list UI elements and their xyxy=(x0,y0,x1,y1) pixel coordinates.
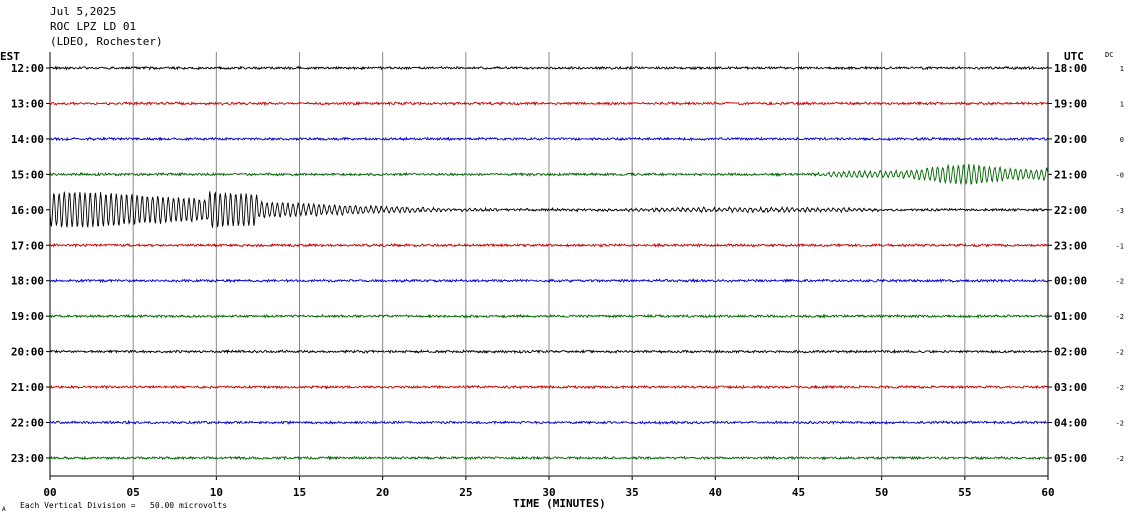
row-dc-value: -2 xyxy=(1116,313,1124,321)
trace-row-2000 xyxy=(49,348,1049,355)
row-label-est: 15:00 xyxy=(11,168,44,181)
x-tick-label: 25 xyxy=(459,486,472,499)
row-label-est: 16:00 xyxy=(11,204,44,217)
trace-row-1800 xyxy=(49,277,1049,284)
row-dc-value: 1 xyxy=(1120,65,1124,73)
row-dc-value: -2 xyxy=(1116,349,1124,357)
x-tick-label: 60 xyxy=(1041,486,1054,499)
x-tick-label: 35 xyxy=(626,486,639,499)
scale-note: Each Vertical Division = 50.00 microvolt… xyxy=(20,501,227,510)
row-label-utc: 20:00 xyxy=(1054,133,1087,146)
row-label-est: 19:00 xyxy=(11,310,44,323)
trace-row-1400 xyxy=(49,136,1049,142)
row-label-utc: 22:00 xyxy=(1054,204,1087,217)
x-tick-label: 45 xyxy=(792,486,805,499)
x-tick-label: 10 xyxy=(210,486,223,499)
chart-station: ROC LPZ LD 01 xyxy=(50,20,136,33)
corner-mark: A xyxy=(2,506,6,513)
row-label-est: 12:00 xyxy=(11,62,44,75)
right-axis-label: UTC xyxy=(1064,50,1084,63)
x-tick-label: 55 xyxy=(958,486,971,499)
row-label-est: 13:00 xyxy=(11,97,44,110)
x-tick-label: 30 xyxy=(542,486,555,499)
x-tick-label: 15 xyxy=(293,486,306,499)
row-label-est: 17:00 xyxy=(11,239,44,252)
row-label-utc: 18:00 xyxy=(1054,62,1087,75)
row-label-utc: 03:00 xyxy=(1054,381,1087,394)
chart-network: (LDEO, Rochester) xyxy=(50,35,163,48)
row-label-utc: 01:00 xyxy=(1054,310,1087,323)
x-tick-label: 05 xyxy=(127,486,140,499)
trace-row-2200 xyxy=(49,419,1049,426)
trace-row-1300 xyxy=(49,100,1049,107)
row-label-utc: 04:00 xyxy=(1054,417,1087,430)
row-label-est: 20:00 xyxy=(11,346,44,359)
row-label-utc: 21:00 xyxy=(1054,168,1087,181)
row-label-utc: 00:00 xyxy=(1054,275,1087,288)
row-label-est: 21:00 xyxy=(11,381,44,394)
row-label-est: 14:00 xyxy=(11,133,44,146)
left-axis-label: EST xyxy=(0,50,20,63)
row-label-utc: 23:00 xyxy=(1054,239,1087,252)
row-dc-value: 0 xyxy=(1120,136,1124,144)
row-dc-value: 1 xyxy=(1120,100,1124,108)
row-label-utc: 02:00 xyxy=(1054,346,1087,359)
trace-row-1200 xyxy=(49,65,1049,71)
row-dc-value: -2 xyxy=(1116,455,1124,463)
row-label-est: 18:00 xyxy=(11,275,44,288)
x-axis-label: TIME (MINUTES) xyxy=(513,497,606,510)
trace-row-2100 xyxy=(49,384,1049,390)
row-label-est: 22:00 xyxy=(11,417,44,430)
trace-row-1700 xyxy=(49,242,1049,248)
trace-row-1600 xyxy=(49,191,1049,228)
row-label-est: 23:00 xyxy=(11,452,44,465)
row-label-utc: 05:00 xyxy=(1054,452,1087,465)
row-dc-value: -3 xyxy=(1116,207,1124,215)
chart-date: Jul 5,2025 xyxy=(50,5,116,18)
trace-row-2300 xyxy=(49,455,1049,461)
row-dc-value: -2 xyxy=(1116,420,1124,428)
x-tick-label: 20 xyxy=(376,486,389,499)
row-dc-value: -2 xyxy=(1116,278,1124,286)
x-tick-label: 00 xyxy=(43,486,56,499)
x-tick-label: 40 xyxy=(709,486,722,499)
row-dc-value: -0 xyxy=(1116,171,1124,179)
row-label-utc: 19:00 xyxy=(1054,97,1087,110)
x-tick-label: 50 xyxy=(875,486,888,499)
trace-row-1900 xyxy=(49,313,1049,319)
trace-row-1500 xyxy=(49,163,1049,186)
row-dc-value: -1 xyxy=(1116,242,1124,250)
dc-label: DC xyxy=(1105,51,1113,59)
row-dc-value: -2 xyxy=(1116,384,1124,392)
